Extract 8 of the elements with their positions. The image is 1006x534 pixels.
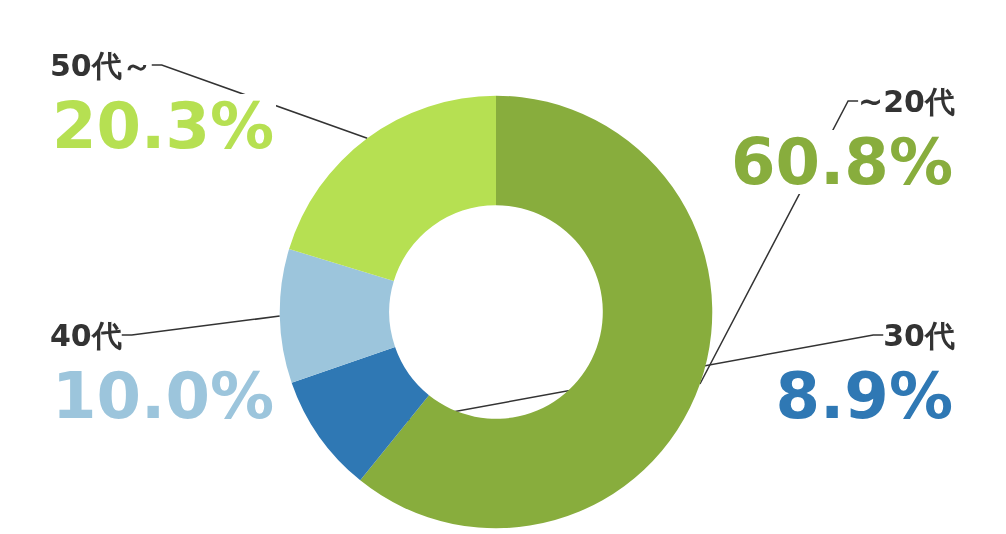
slice-label: 40代 (50, 317, 122, 353)
data-label: 8.9% (775, 359, 953, 433)
slice-label: 30代 (883, 317, 955, 353)
slice-label: 50代～ (50, 47, 152, 83)
data-label: 20.3% (52, 89, 275, 163)
data-label: 10.0% (52, 359, 275, 433)
slice-label: ~20代 (858, 83, 955, 119)
data-label: 60.8% (730, 125, 953, 199)
